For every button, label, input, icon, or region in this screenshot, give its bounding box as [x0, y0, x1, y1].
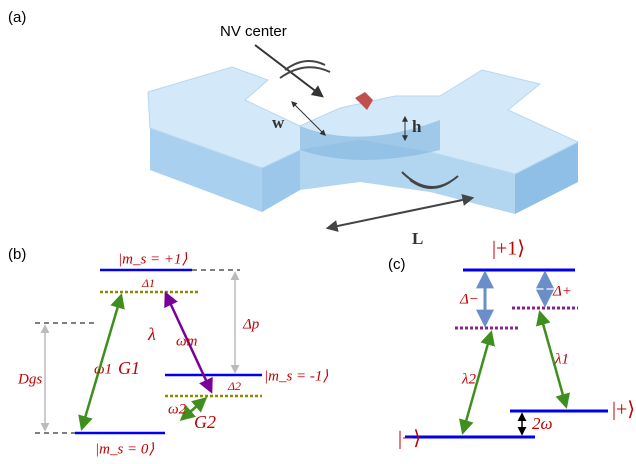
lambda-label: λ [147, 324, 156, 344]
level-label: |m_s = +1⟩ [118, 251, 188, 267]
transition-arrow [164, 291, 213, 394]
level-label: |−⟩ [398, 428, 421, 450]
delta-label: Δ+ [552, 283, 572, 299]
delta-label: Δ1 [141, 276, 155, 290]
beam-edge [300, 120, 440, 160]
level-label: |+1⟩ [492, 238, 525, 260]
l-arrow [325, 194, 475, 232]
freq-label: ωm [176, 333, 198, 349]
vibration-arc [401, 171, 459, 189]
lambda-label: λ1 [554, 351, 569, 367]
delta-label: Δ− [459, 291, 479, 307]
nv-arrow [254, 44, 324, 98]
w-label: w [272, 113, 285, 132]
transition-arrow [459, 330, 495, 435]
left-pad-front [150, 128, 262, 212]
vibration-arc [279, 60, 331, 79]
splitting-label: 2ω [532, 414, 553, 433]
w-arrow [291, 101, 326, 136]
level-label: |m_s = -1⟩ [264, 368, 328, 384]
step-front [262, 150, 300, 212]
delta-label: Δ2 [227, 379, 241, 393]
delta-label: Δp [242, 316, 260, 332]
l-label: L [412, 229, 423, 248]
level-label: |+⟩ [612, 399, 635, 421]
right-pad-side [515, 142, 578, 214]
panel-c: (c) |+1⟩ |−⟩ |+⟩ Δ− Δ+ λ2 λ1 2ω [388, 238, 635, 450]
transition-arrow [179, 397, 208, 421]
h-label: h [412, 117, 422, 136]
coupling-label: G2 [194, 412, 216, 432]
nv-label: NV center [220, 23, 287, 40]
panel-label: (c) [388, 256, 406, 273]
transition-arrow [78, 293, 125, 431]
panel-a: (a) NV center w h L [8, 9, 580, 248]
freq-label: ω1 [94, 361, 112, 377]
gap-label: Dgs [17, 371, 42, 387]
coupling-label: G1 [118, 358, 140, 378]
panel-label: (b) [8, 246, 26, 263]
transition-arrow [536, 310, 570, 409]
level-label: |m_s = 0⟩ [95, 441, 154, 457]
nv-center [355, 92, 373, 110]
panel-label: (a) [8, 9, 26, 26]
freq-label: ω2 [168, 401, 187, 417]
panel-b: (b) |m_s = +1⟩ |m_s = -1⟩ |m_s = 0⟩ Δ1 Δ… [8, 246, 328, 457]
lambda-label: λ2 [461, 371, 476, 387]
